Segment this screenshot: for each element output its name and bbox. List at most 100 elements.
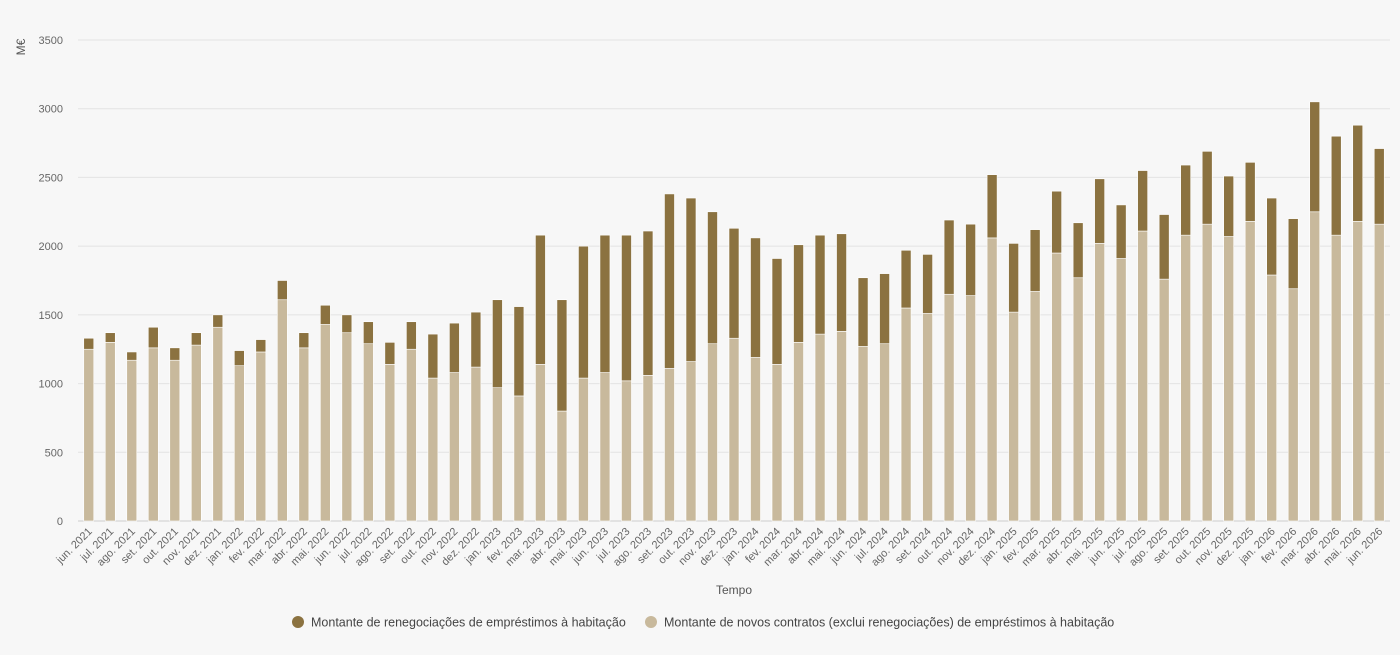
bar-renegotiations[interactable] bbox=[147, 326, 159, 349]
bar-renegotiations[interactable] bbox=[212, 314, 224, 328]
bar-renegotiations[interactable] bbox=[277, 280, 288, 301]
bar-new-contracts[interactable] bbox=[212, 326, 224, 522]
bar-new-contracts[interactable] bbox=[1094, 243, 1105, 522]
bar-new-contracts[interactable] bbox=[771, 364, 783, 522]
bar-renegotiations[interactable] bbox=[943, 219, 955, 295]
bar-renegotiations[interactable] bbox=[750, 237, 761, 358]
bar-renegotiations[interactable] bbox=[578, 245, 589, 379]
bar-renegotiations[interactable] bbox=[728, 227, 740, 339]
bar-renegotiations[interactable] bbox=[1266, 197, 1278, 276]
bar-new-contracts[interactable] bbox=[793, 342, 804, 522]
bar-renegotiations[interactable] bbox=[1223, 175, 1234, 237]
bar-renegotiations[interactable] bbox=[685, 197, 697, 362]
bar-renegotiations[interactable] bbox=[1309, 101, 1321, 213]
bar-new-contracts[interactable] bbox=[1180, 234, 1191, 522]
bar-renegotiations[interactable] bbox=[1051, 190, 1062, 254]
bar-renegotiations[interactable] bbox=[1094, 178, 1105, 244]
bar-new-contracts[interactable] bbox=[642, 375, 654, 522]
bar-new-contracts[interactable] bbox=[384, 364, 396, 522]
bar-renegotiations[interactable] bbox=[1244, 162, 1256, 222]
legend[interactable]: Montante de renegociações de empréstimos… bbox=[292, 616, 1114, 630]
bar-renegotiations[interactable] bbox=[513, 306, 525, 397]
bar-renegotiations[interactable] bbox=[836, 233, 847, 332]
bar-new-contracts[interactable] bbox=[1223, 236, 1234, 522]
bar-new-contracts[interactable] bbox=[814, 333, 826, 522]
bar-new-contracts[interactable] bbox=[1051, 252, 1062, 522]
bar-renegotiations[interactable] bbox=[470, 311, 482, 368]
bar-new-contracts[interactable] bbox=[1029, 291, 1041, 522]
bar-renegotiations[interactable] bbox=[707, 211, 718, 345]
bar-renegotiations[interactable] bbox=[83, 337, 95, 350]
bar-renegotiations[interactable] bbox=[1373, 148, 1385, 225]
bar-renegotiations[interactable] bbox=[664, 193, 675, 369]
bar-renegotiations[interactable] bbox=[879, 273, 890, 345]
bar-new-contracts[interactable] bbox=[255, 351, 267, 522]
bar-renegotiations[interactable] bbox=[1115, 204, 1127, 259]
bar-renegotiations[interactable] bbox=[1330, 135, 1342, 236]
bar-new-contracts[interactable] bbox=[1309, 211, 1321, 522]
bar-new-contracts[interactable] bbox=[147, 347, 159, 522]
bar-renegotiations[interactable] bbox=[363, 321, 374, 345]
bar-renegotiations[interactable] bbox=[986, 174, 998, 239]
bar-renegotiations[interactable] bbox=[599, 234, 611, 373]
bar-new-contracts[interactable] bbox=[750, 357, 761, 522]
bar-renegotiations[interactable] bbox=[320, 304, 331, 325]
bar-new-contracts[interactable] bbox=[83, 348, 95, 522]
bar-new-contracts[interactable] bbox=[664, 368, 675, 522]
bar-renegotiations[interactable] bbox=[255, 339, 267, 353]
bar-new-contracts[interactable] bbox=[126, 359, 138, 522]
bar-new-contracts[interactable] bbox=[1352, 221, 1364, 522]
bar-renegotiations[interactable] bbox=[104, 332, 116, 343]
bar-renegotiations[interactable] bbox=[406, 321, 417, 350]
bar-new-contracts[interactable] bbox=[341, 332, 353, 522]
bar-new-contracts[interactable] bbox=[857, 346, 869, 522]
bar-new-contracts[interactable] bbox=[492, 387, 503, 522]
bar-renegotiations[interactable] bbox=[449, 322, 460, 373]
bar-new-contracts[interactable] bbox=[685, 361, 697, 522]
bar-new-contracts[interactable] bbox=[556, 410, 568, 522]
bar-new-contracts[interactable] bbox=[1115, 258, 1127, 522]
bar-new-contracts[interactable] bbox=[1287, 288, 1299, 522]
bar-renegotiations[interactable] bbox=[900, 249, 912, 309]
bar-new-contracts[interactable] bbox=[1244, 221, 1256, 522]
bar-new-contracts[interactable] bbox=[320, 324, 331, 522]
bar-new-contracts[interactable] bbox=[728, 337, 740, 522]
bar-new-contracts[interactable] bbox=[1330, 234, 1342, 522]
bar-new-contracts[interactable] bbox=[190, 344, 202, 522]
bar-new-contracts[interactable] bbox=[1137, 230, 1148, 522]
bar-renegotiations[interactable] bbox=[965, 223, 976, 296]
bar-new-contracts[interactable] bbox=[965, 295, 976, 522]
bar-renegotiations[interactable] bbox=[1180, 164, 1191, 236]
bar-renegotiations[interactable] bbox=[234, 350, 245, 367]
bar-renegotiations[interactable] bbox=[857, 277, 869, 347]
bar-renegotiations[interactable] bbox=[384, 342, 396, 365]
bar-renegotiations[interactable] bbox=[1029, 229, 1041, 292]
bar-new-contracts[interactable] bbox=[406, 348, 417, 522]
bar-new-contracts[interactable] bbox=[922, 313, 933, 522]
bar-renegotiations[interactable] bbox=[642, 230, 654, 376]
legend-item-renegotiations[interactable]: Montante de renegociações de empréstimos… bbox=[292, 616, 626, 630]
bar-renegotiations[interactable] bbox=[535, 234, 546, 365]
bar-new-contracts[interactable] bbox=[986, 237, 998, 522]
bar-renegotiations[interactable] bbox=[427, 333, 439, 379]
bar-new-contracts[interactable] bbox=[1158, 278, 1170, 522]
bar-new-contracts[interactable] bbox=[427, 377, 439, 522]
bar-renegotiations[interactable] bbox=[621, 234, 632, 382]
bar-new-contracts[interactable] bbox=[470, 366, 482, 522]
bar-renegotiations[interactable] bbox=[1137, 170, 1148, 232]
bar-new-contracts[interactable] bbox=[879, 343, 890, 522]
bar-renegotiations[interactable] bbox=[169, 347, 181, 361]
bar-new-contracts[interactable] bbox=[535, 364, 546, 522]
bar-renegotiations[interactable] bbox=[556, 299, 568, 412]
bar-renegotiations[interactable] bbox=[793, 244, 804, 343]
bar-renegotiations[interactable] bbox=[771, 258, 783, 365]
bar-renegotiations[interactable] bbox=[1352, 124, 1364, 222]
bar-renegotiations[interactable] bbox=[190, 332, 202, 346]
bar-renegotiations[interactable] bbox=[1008, 243, 1019, 313]
bar-new-contracts[interactable] bbox=[449, 372, 460, 522]
bar-new-contracts[interactable] bbox=[578, 377, 589, 522]
bar-new-contracts[interactable] bbox=[943, 293, 955, 522]
bar-new-contracts[interactable] bbox=[1266, 274, 1278, 522]
bar-renegotiations[interactable] bbox=[341, 314, 353, 334]
bar-renegotiations[interactable] bbox=[1158, 214, 1170, 280]
